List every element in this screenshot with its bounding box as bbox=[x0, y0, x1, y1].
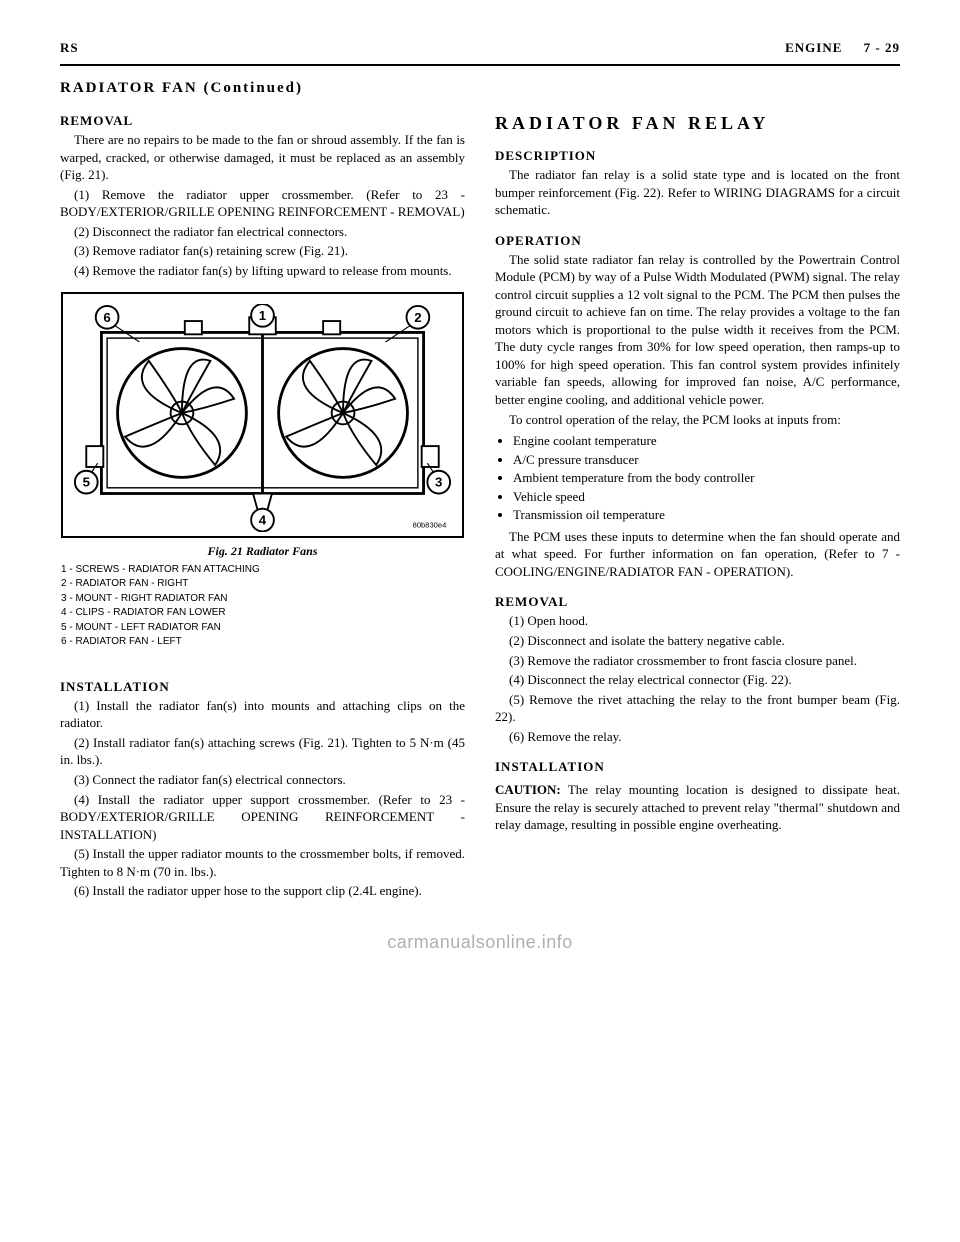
bullet-coolant-temp: Engine coolant temperature bbox=[513, 432, 900, 450]
continued-heading: RADIATOR FAN (Continued) bbox=[60, 80, 900, 97]
left-column: REMOVAL There are no repairs to be made … bbox=[60, 113, 465, 902]
callout-5: 5 bbox=[83, 475, 90, 490]
callout-3: 3 bbox=[435, 475, 442, 490]
relay-removal-s1: (1) Open hood. bbox=[495, 612, 900, 630]
callout-4: 4 bbox=[259, 513, 267, 528]
legend-1: 1 - SCREWS - RADIATOR FAN ATTACHING bbox=[61, 563, 464, 578]
radiator-fans-diagram: 6 1 2 5 4 3 80b830e4 bbox=[73, 304, 452, 531]
header-rule bbox=[60, 64, 900, 66]
installation-heading: INSTALLATION bbox=[60, 679, 465, 695]
removal-heading: REMOVAL bbox=[60, 113, 465, 129]
install-step-2: (2) Install radiator fan(s) attaching sc… bbox=[60, 734, 465, 769]
header-left: RS bbox=[60, 40, 79, 56]
figure-21-caption: Fig. 21 Radiator Fans bbox=[61, 544, 464, 559]
figure-21: 6 1 2 5 4 3 80b830e4 F bbox=[60, 291, 465, 664]
relay-title: RADIATOR FAN RELAY bbox=[495, 113, 900, 134]
page: RS ENGINE 7 - 29 RADIATOR FAN (Continued… bbox=[0, 0, 960, 993]
removal-step-2: (2) Disconnect the radiator fan electric… bbox=[60, 223, 465, 241]
figure-21-legend: 1 - SCREWS - RADIATOR FAN ATTACHING 2 - … bbox=[61, 563, 464, 650]
removal-step-3: (3) Remove radiator fan(s) retaining scr… bbox=[60, 242, 465, 260]
removal-intro: There are no repairs to be made to the f… bbox=[60, 131, 465, 184]
description-heading: DESCRIPTION bbox=[495, 148, 900, 164]
operation-bullets: Engine coolant temperature A/C pressure … bbox=[513, 432, 900, 524]
callout-6: 6 bbox=[103, 310, 110, 325]
figure-code: 80b830e4 bbox=[413, 521, 447, 530]
bullet-ambient-temp: Ambient temperature from the body contro… bbox=[513, 469, 900, 487]
relay-install-heading: INSTALLATION bbox=[495, 759, 900, 775]
relay-removal-s6: (6) Remove the relay. bbox=[495, 728, 900, 746]
figure-21-frame: 6 1 2 5 4 3 80b830e4 bbox=[61, 292, 464, 537]
operation-p3: The PCM uses these inputs to determine w… bbox=[495, 528, 900, 581]
legend-3: 3 - MOUNT - RIGHT RADIATOR FAN bbox=[61, 592, 464, 607]
relay-removal-s4: (4) Disconnect the relay electrical conn… bbox=[495, 671, 900, 689]
bullet-trans-oil-temp: Transmission oil temperature bbox=[513, 506, 900, 524]
bullet-ac-transducer: A/C pressure transducer bbox=[513, 451, 900, 469]
removal-step-4: (4) Remove the radiator fan(s) by liftin… bbox=[60, 262, 465, 280]
callout-1: 1 bbox=[259, 308, 266, 323]
operation-p2: To control operation of the relay, the P… bbox=[495, 411, 900, 429]
install-step-1: (1) Install the radiator fan(s) into mou… bbox=[60, 697, 465, 732]
legend-4: 4 - CLIPS - RADIATOR FAN LOWER bbox=[61, 606, 464, 621]
relay-removal-s2: (2) Disconnect and isolate the battery n… bbox=[495, 632, 900, 650]
caution-block: CAUTION: The relay mounting location is … bbox=[495, 781, 900, 834]
page-header: RS ENGINE 7 - 29 bbox=[60, 40, 900, 56]
operation-heading: OPERATION bbox=[495, 233, 900, 249]
legend-5: 5 - MOUNT - LEFT RADIATOR FAN bbox=[61, 621, 464, 636]
caution-label: CAUTION: bbox=[495, 782, 561, 797]
install-step-6: (6) Install the radiator upper hose to t… bbox=[60, 882, 465, 900]
bullet-vehicle-speed: Vehicle speed bbox=[513, 488, 900, 506]
header-right: ENGINE 7 - 29 bbox=[785, 40, 900, 56]
install-step-3: (3) Connect the radiator fan(s) electric… bbox=[60, 771, 465, 789]
footer-watermark: carmanualsonline.info bbox=[60, 932, 900, 953]
operation-p1: The solid state radiator fan relay is co… bbox=[495, 251, 900, 409]
legend-6: 6 - RADIATOR FAN - LEFT bbox=[61, 635, 464, 650]
relay-removal-s5: (5) Remove the rivet attaching the relay… bbox=[495, 691, 900, 726]
header-section: ENGINE bbox=[785, 40, 842, 55]
header-page: 7 - 29 bbox=[864, 40, 900, 55]
relay-removal-s3: (3) Remove the radiator crossmember to f… bbox=[495, 652, 900, 670]
description-paragraph: The radiator fan relay is a solid state … bbox=[495, 166, 900, 219]
relay-removal-heading: REMOVAL bbox=[495, 594, 900, 610]
legend-2: 2 - RADIATOR FAN - RIGHT bbox=[61, 577, 464, 592]
callout-2: 2 bbox=[414, 310, 421, 325]
removal-step-1: (1) Remove the radiator upper crossmembe… bbox=[60, 186, 465, 221]
content-columns: REMOVAL There are no repairs to be made … bbox=[60, 113, 900, 902]
right-column: RADIATOR FAN RELAY DESCRIPTION The radia… bbox=[495, 113, 900, 902]
install-step-5: (5) Install the upper radiator mounts to… bbox=[60, 845, 465, 880]
install-step-4: (4) Install the radiator upper support c… bbox=[60, 791, 465, 844]
